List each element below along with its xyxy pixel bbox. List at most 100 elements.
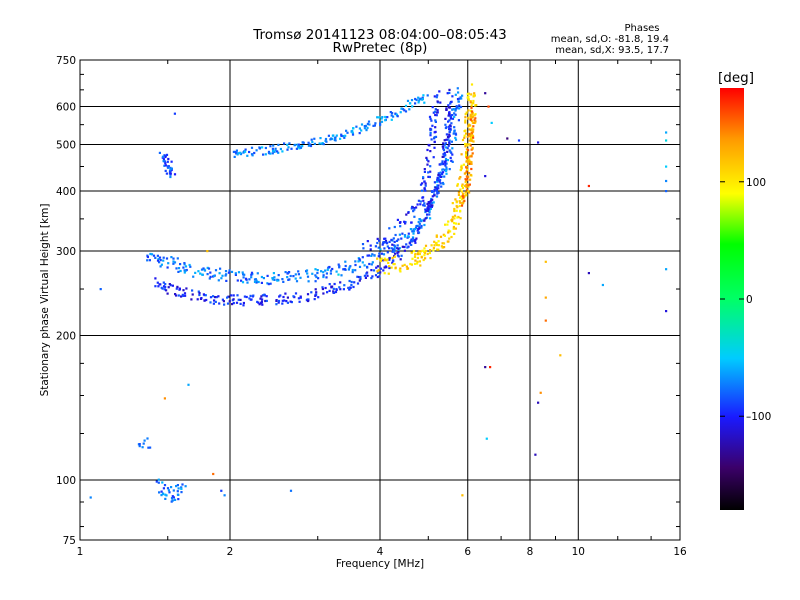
data-point (191, 293, 194, 296)
data-point (466, 96, 469, 99)
data-point (177, 270, 180, 273)
data-point (267, 150, 271, 153)
data-point (444, 117, 447, 120)
data-point (389, 111, 392, 114)
data-point (287, 278, 290, 281)
data-point (418, 98, 421, 101)
data-point (423, 218, 426, 221)
data-point (453, 214, 457, 217)
data-point (398, 221, 402, 224)
data-point (329, 269, 333, 272)
data-point (399, 270, 402, 273)
data-point (194, 271, 197, 274)
data-point (178, 288, 181, 291)
data-point (448, 125, 451, 128)
data-point (269, 152, 272, 155)
data-point (410, 99, 414, 102)
data-point (376, 116, 379, 119)
data-point (172, 262, 175, 265)
data-point (266, 282, 269, 285)
data-point (174, 498, 177, 501)
data-point (469, 118, 472, 121)
data-point (234, 273, 237, 276)
data-point (328, 283, 331, 286)
data-point (173, 261, 177, 264)
data-point (286, 301, 289, 304)
data-point (235, 149, 238, 152)
data-point (467, 162, 470, 165)
data-point (327, 134, 330, 137)
data-point (255, 279, 258, 282)
data-point (403, 249, 406, 252)
data-point (405, 265, 408, 268)
data-point (458, 204, 461, 208)
data-point (152, 254, 156, 257)
data-point (454, 109, 457, 112)
data-point (180, 487, 183, 490)
data-point (196, 298, 199, 301)
data-point (464, 116, 467, 119)
data-point (434, 126, 437, 129)
data-point (436, 180, 439, 183)
data-point (433, 188, 436, 192)
data-point (169, 166, 172, 169)
data-point (445, 168, 448, 171)
data-point (326, 291, 329, 294)
data-point (471, 152, 474, 155)
data-point (473, 94, 476, 97)
data-point (438, 180, 441, 183)
data-point (328, 265, 331, 269)
data-point (361, 261, 364, 264)
data-point (440, 185, 443, 188)
data-point (366, 126, 369, 130)
data-point (271, 147, 274, 150)
data-point (436, 178, 439, 181)
data-point (420, 219, 423, 222)
data-point (417, 99, 421, 102)
data-point (306, 272, 309, 275)
data-point (428, 175, 431, 179)
data-point (462, 201, 465, 204)
data-point (417, 231, 421, 234)
data-point (332, 287, 335, 290)
data-point (461, 186, 464, 190)
data-point (432, 246, 435, 250)
data-point (343, 284, 346, 287)
data-point (413, 208, 416, 211)
data-point (537, 141, 540, 144)
data-point (439, 171, 442, 174)
data-point (403, 234, 407, 237)
x-axis-label: Frequency [MHz] (336, 558, 424, 570)
data-point (665, 268, 668, 271)
data-point (432, 190, 436, 193)
data-point (228, 300, 231, 303)
data-point (200, 297, 203, 300)
data-point (242, 301, 245, 305)
data-point (414, 252, 417, 256)
data-point (379, 271, 382, 274)
data-point (169, 172, 172, 175)
data-point (461, 183, 464, 186)
data-point (473, 121, 476, 124)
data-point (163, 160, 166, 163)
data-point (423, 168, 426, 171)
data-point (430, 119, 433, 122)
data-point (282, 295, 285, 299)
data-point (169, 175, 172, 179)
data-point (232, 302, 235, 305)
data-point (427, 171, 430, 174)
data-point (351, 131, 354, 134)
data-point (470, 167, 473, 171)
data-point (484, 366, 487, 369)
data-point (429, 257, 432, 260)
data-point (175, 294, 178, 297)
data-point (402, 108, 405, 111)
data-point (185, 287, 188, 290)
data-point (399, 225, 402, 228)
data-point (426, 163, 429, 166)
data-point (470, 139, 473, 142)
data-point (467, 190, 470, 193)
data-point (665, 310, 668, 313)
data-point (358, 259, 362, 262)
data-point (385, 259, 388, 262)
